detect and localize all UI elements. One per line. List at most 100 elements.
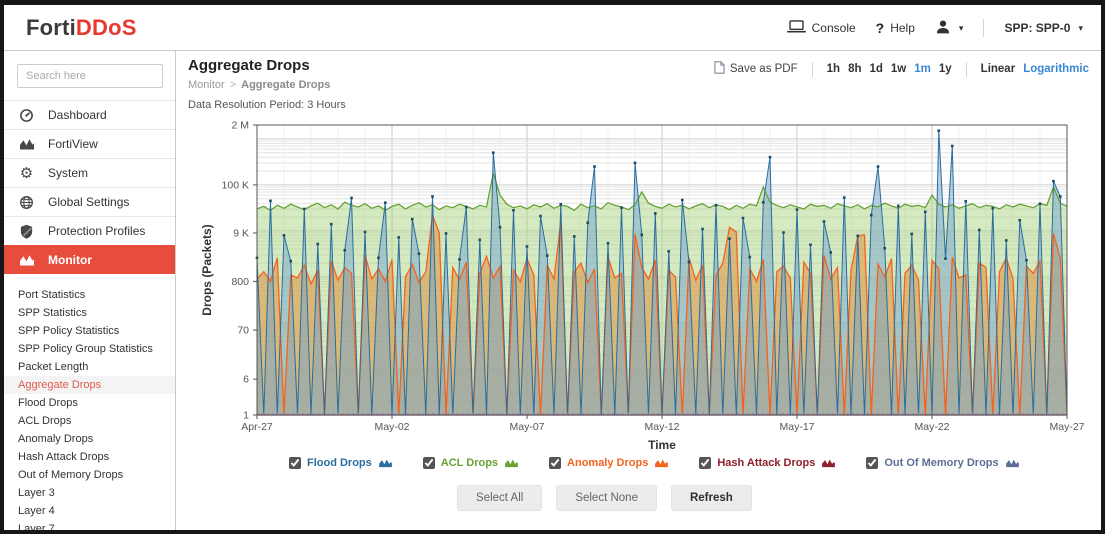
- svg-text:Time: Time: [648, 438, 676, 452]
- svg-text:100 K: 100 K: [222, 179, 249, 191]
- legend-checkbox-out-of-memory-drops[interactable]: [866, 457, 879, 469]
- submenu-item-packet-length[interactable]: Packet Length: [18, 361, 89, 373]
- submenu-item-hash-attack-drops[interactable]: Hash Attack Drops: [18, 451, 110, 463]
- legend-checkbox-hash-attack-drops[interactable]: [699, 457, 712, 469]
- submenu-item-spp-policy-statistics[interactable]: SPP Policy Statistics: [18, 325, 120, 337]
- sidebar-item-fortiview[interactable]: FortiView: [4, 129, 175, 158]
- select-all-button[interactable]: Select All: [457, 485, 543, 511]
- submenu-item-out-of-memory-drops[interactable]: Out of Memory Drops: [18, 469, 124, 481]
- legend-label: Hash Attack Drops: [717, 457, 816, 469]
- sidebar-item-dashboard[interactable]: Dashboard: [4, 100, 175, 129]
- svg-text:May-07: May-07: [509, 421, 544, 433]
- scale-option-logarithmic[interactable]: Logarithmic: [1023, 63, 1089, 75]
- range-option-8h[interactable]: 8h: [848, 63, 862, 75]
- sidebar: Dashboard FortiView ⚙ System Global Settings…: [4, 51, 176, 530]
- app-logo: FortiDDoS: [26, 15, 137, 41]
- sidebar-item-global-settings[interactable]: Global Settings: [4, 187, 175, 216]
- sidebar-item-monitor[interactable]: Monitor: [4, 245, 175, 274]
- gear-icon: ⚙: [19, 164, 34, 182]
- breadcrumb-parent[interactable]: Monitor: [188, 79, 225, 91]
- area-chart-icon: [1005, 458, 1020, 468]
- help-icon: ?: [875, 20, 885, 36]
- legend-checkbox-anomaly-drops[interactable]: [549, 457, 562, 469]
- legend-actions: Select All Select None Refresh: [457, 485, 752, 511]
- submenu-item-aggregate-drops[interactable]: Aggregate Drops: [4, 376, 175, 394]
- legend-item-flood-drops: Flood Drops: [289, 457, 393, 469]
- breadcrumb: Monitor > Aggregate Drops: [188, 79, 330, 91]
- submenu-item-acl-drops[interactable]: ACL Drops: [18, 415, 72, 427]
- submenu-item-layer-4[interactable]: Layer 4: [18, 505, 55, 517]
- help-label: Help: [890, 21, 915, 35]
- legend-item-acl-drops: ACL Drops: [422, 457, 519, 469]
- area-chart-icon: [504, 458, 519, 468]
- submenu-item-port-statistics[interactable]: Port Statistics: [18, 289, 86, 301]
- save-as-pdf-label: Save as PDF: [729, 63, 798, 75]
- legend-item-hash-attack-drops: Hash Attack Drops: [699, 457, 836, 469]
- sidebar-item-label: Dashboard: [48, 108, 107, 122]
- submenu-item-anomaly-drops[interactable]: Anomaly Drops: [18, 433, 94, 445]
- data-resolution-label: Data Resolution Period: 3 Hours: [188, 99, 346, 111]
- svg-text:May-12: May-12: [644, 421, 679, 433]
- svg-text:May-27: May-27: [1049, 421, 1084, 433]
- search-input[interactable]: [17, 64, 163, 88]
- svg-text:1: 1: [243, 410, 249, 422]
- page-title: Aggregate Drops: [188, 57, 310, 74]
- submenu-item-layer-7[interactable]: Layer 7: [18, 523, 55, 530]
- user-icon: [935, 19, 951, 38]
- scale-option-linear[interactable]: Linear: [980, 63, 1016, 75]
- top-bar: FortiDDoS Console ? Help ▾ SPP: SPP-0 ▾: [4, 5, 1101, 51]
- console-button[interactable]: Console: [786, 20, 856, 36]
- refresh-button[interactable]: Refresh: [670, 485, 752, 511]
- range-option-1w[interactable]: 1w: [890, 63, 907, 75]
- save-as-pdf-button[interactable]: Save as PDF: [714, 61, 798, 77]
- breadcrumb-separator: >: [229, 79, 237, 91]
- toolbar-divider: [965, 61, 967, 77]
- breadcrumb-current: Aggregate Drops: [241, 79, 331, 91]
- range-option-1h[interactable]: 1h: [826, 63, 841, 75]
- sidebar-item-label: FortiView: [48, 137, 98, 151]
- range-option-1m[interactable]: 1m: [914, 63, 931, 75]
- svg-text:May-17: May-17: [779, 421, 814, 433]
- logo-suffix: DDoS: [75, 15, 137, 40]
- svg-text:800: 800: [231, 276, 249, 288]
- svg-text:May-22: May-22: [914, 421, 949, 433]
- monitor-submenu: Port Statistics SPP Statistics SPP Policy …: [4, 286, 175, 530]
- legend-item-anomaly-drops: Anomaly Drops: [549, 457, 669, 469]
- area-chart-icon: [654, 458, 669, 468]
- legend-label: Anomaly Drops: [567, 457, 649, 469]
- user-menu[interactable]: ▾: [935, 19, 963, 38]
- spp-label: SPP: SPP-0: [1004, 21, 1071, 35]
- range-option-1d[interactable]: 1d: [869, 63, 883, 75]
- console-label: Console: [811, 21, 856, 35]
- chart-toolbar: Save as PDF 1h 8h 1d 1w 1m 1y Linear Logarithm…: [714, 61, 1089, 77]
- svg-text:70: 70: [237, 325, 249, 337]
- svg-text:Drops (Packets): Drops (Packets): [200, 224, 214, 315]
- sidebar-item-protection-profiles[interactable]: Protection Profiles: [4, 216, 175, 245]
- legend-checkbox-flood-drops[interactable]: [289, 457, 301, 469]
- svg-text:6: 6: [243, 374, 249, 386]
- spp-selector[interactable]: SPP: SPP-0 ▾: [1004, 21, 1083, 35]
- select-none-button[interactable]: Select None: [556, 485, 657, 511]
- area-chart-icon: [18, 252, 35, 268]
- legend-checkbox-acl-drops[interactable]: [422, 457, 435, 469]
- main-content: Aggregate Drops Monitor > Aggregate Drops …: [177, 51, 1101, 530]
- area-chart-icon: [378, 458, 393, 468]
- legend-item-out-of-memory-drops: Out Of Memory Drops: [866, 457, 1019, 469]
- pdf-icon: [714, 61, 725, 77]
- submenu-item-flood-drops[interactable]: Flood Drops: [18, 397, 78, 409]
- help-button[interactable]: ? Help: [876, 20, 915, 36]
- sidebar-item-label: System: [48, 166, 89, 180]
- sidebar-item-system[interactable]: ⚙ System: [4, 158, 175, 187]
- svg-text:May-02: May-02: [374, 421, 409, 433]
- submenu-item-spp-statistics[interactable]: SPP Statistics: [18, 307, 87, 319]
- legend-label: ACL Drops: [440, 457, 499, 469]
- range-option-1y[interactable]: 1y: [938, 63, 952, 75]
- submenu-item-spp-policy-group-statistics[interactable]: SPP Policy Group Statistics: [18, 343, 153, 355]
- sidebar-item-label: Global Settings: [48, 195, 130, 209]
- submenu-item-layer-3[interactable]: Layer 3: [18, 487, 55, 499]
- legend-label: Out Of Memory Drops: [884, 457, 999, 469]
- svg-text:Apr-27: Apr-27: [241, 421, 273, 433]
- area-chart-icon: [821, 458, 836, 468]
